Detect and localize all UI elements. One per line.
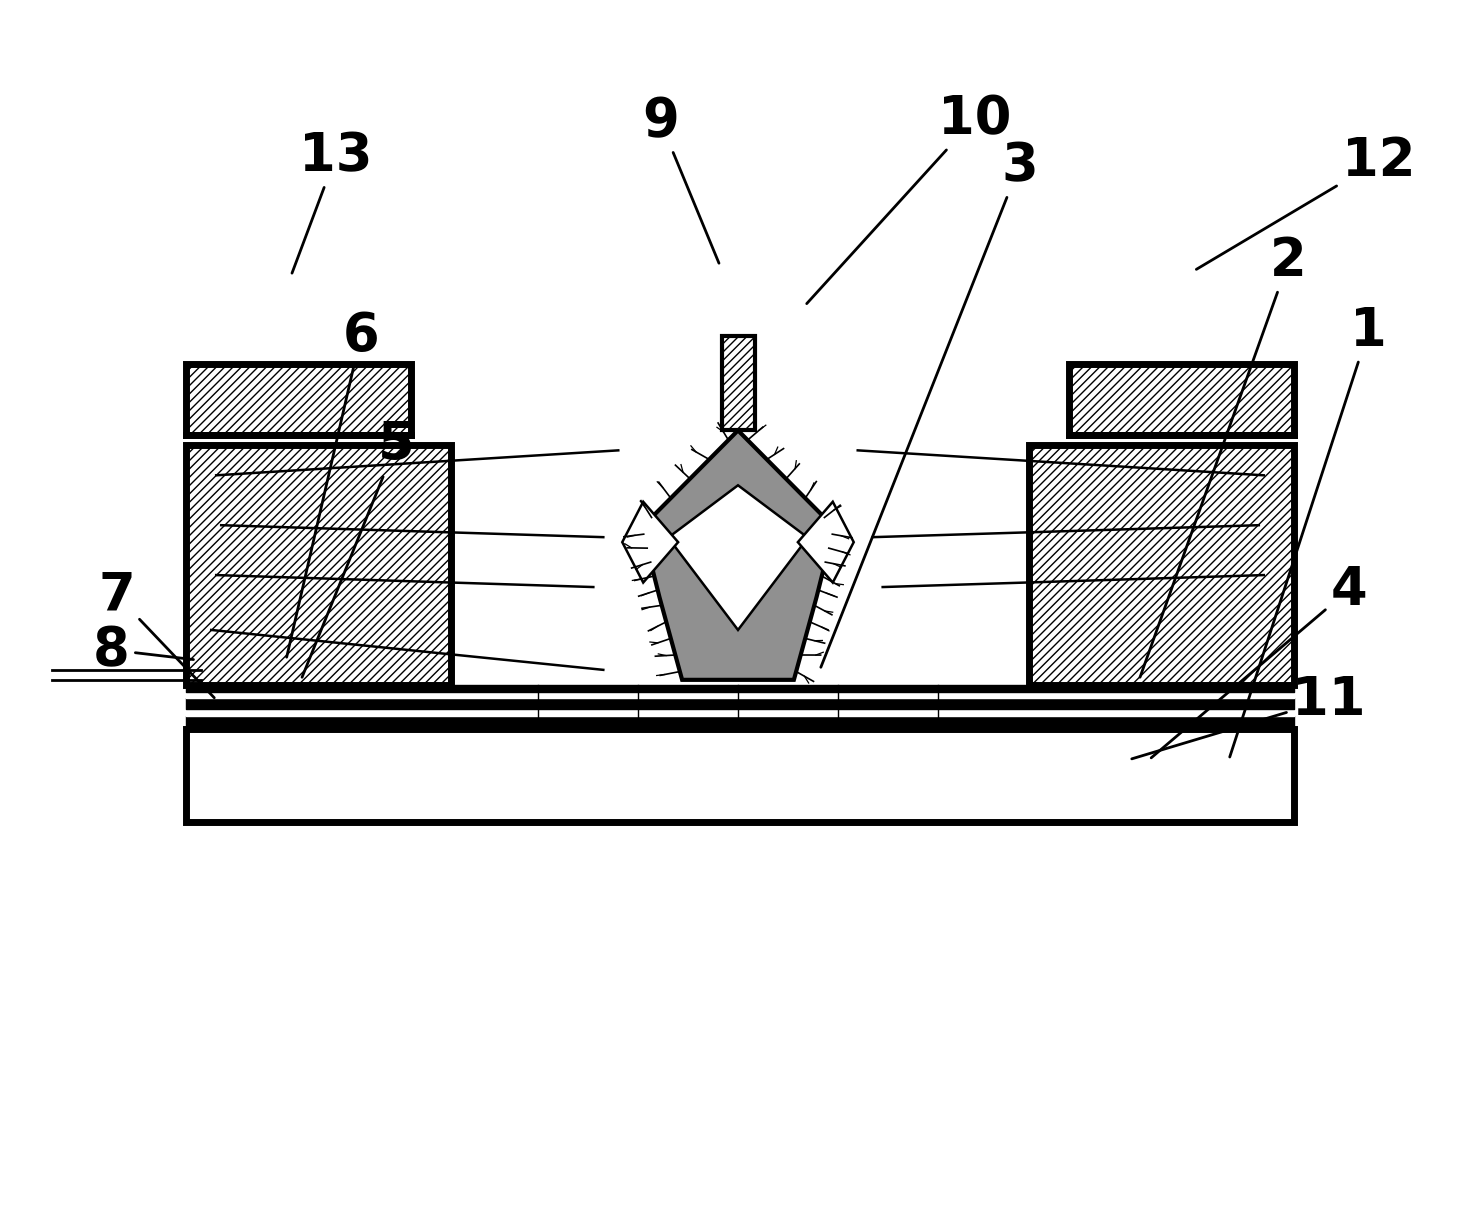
Polygon shape [642, 431, 834, 680]
Text: 9: 9 [642, 95, 719, 263]
Text: 6: 6 [286, 309, 379, 657]
Text: 7: 7 [97, 570, 214, 697]
Bar [1029, 445, 1294, 685]
Text: 10: 10 [807, 94, 1011, 303]
Text: 3: 3 [821, 140, 1038, 667]
Text: 4: 4 [1151, 563, 1367, 758]
Bar [1069, 364, 1294, 436]
Polygon shape [623, 501, 677, 583]
Text: 2: 2 [1139, 235, 1308, 677]
Text: 8: 8 [93, 624, 193, 675]
Bar [722, 336, 754, 431]
Bar [186, 364, 410, 436]
Bar [186, 729, 1294, 821]
Text: 1: 1 [1230, 304, 1387, 757]
Text: 13: 13 [292, 130, 372, 273]
Polygon shape [799, 501, 853, 583]
Bar [186, 445, 450, 685]
Text: 5: 5 [303, 420, 415, 678]
Text: 11: 11 [1132, 674, 1365, 759]
Text: 12: 12 [1197, 135, 1415, 269]
Polygon shape [669, 486, 807, 630]
